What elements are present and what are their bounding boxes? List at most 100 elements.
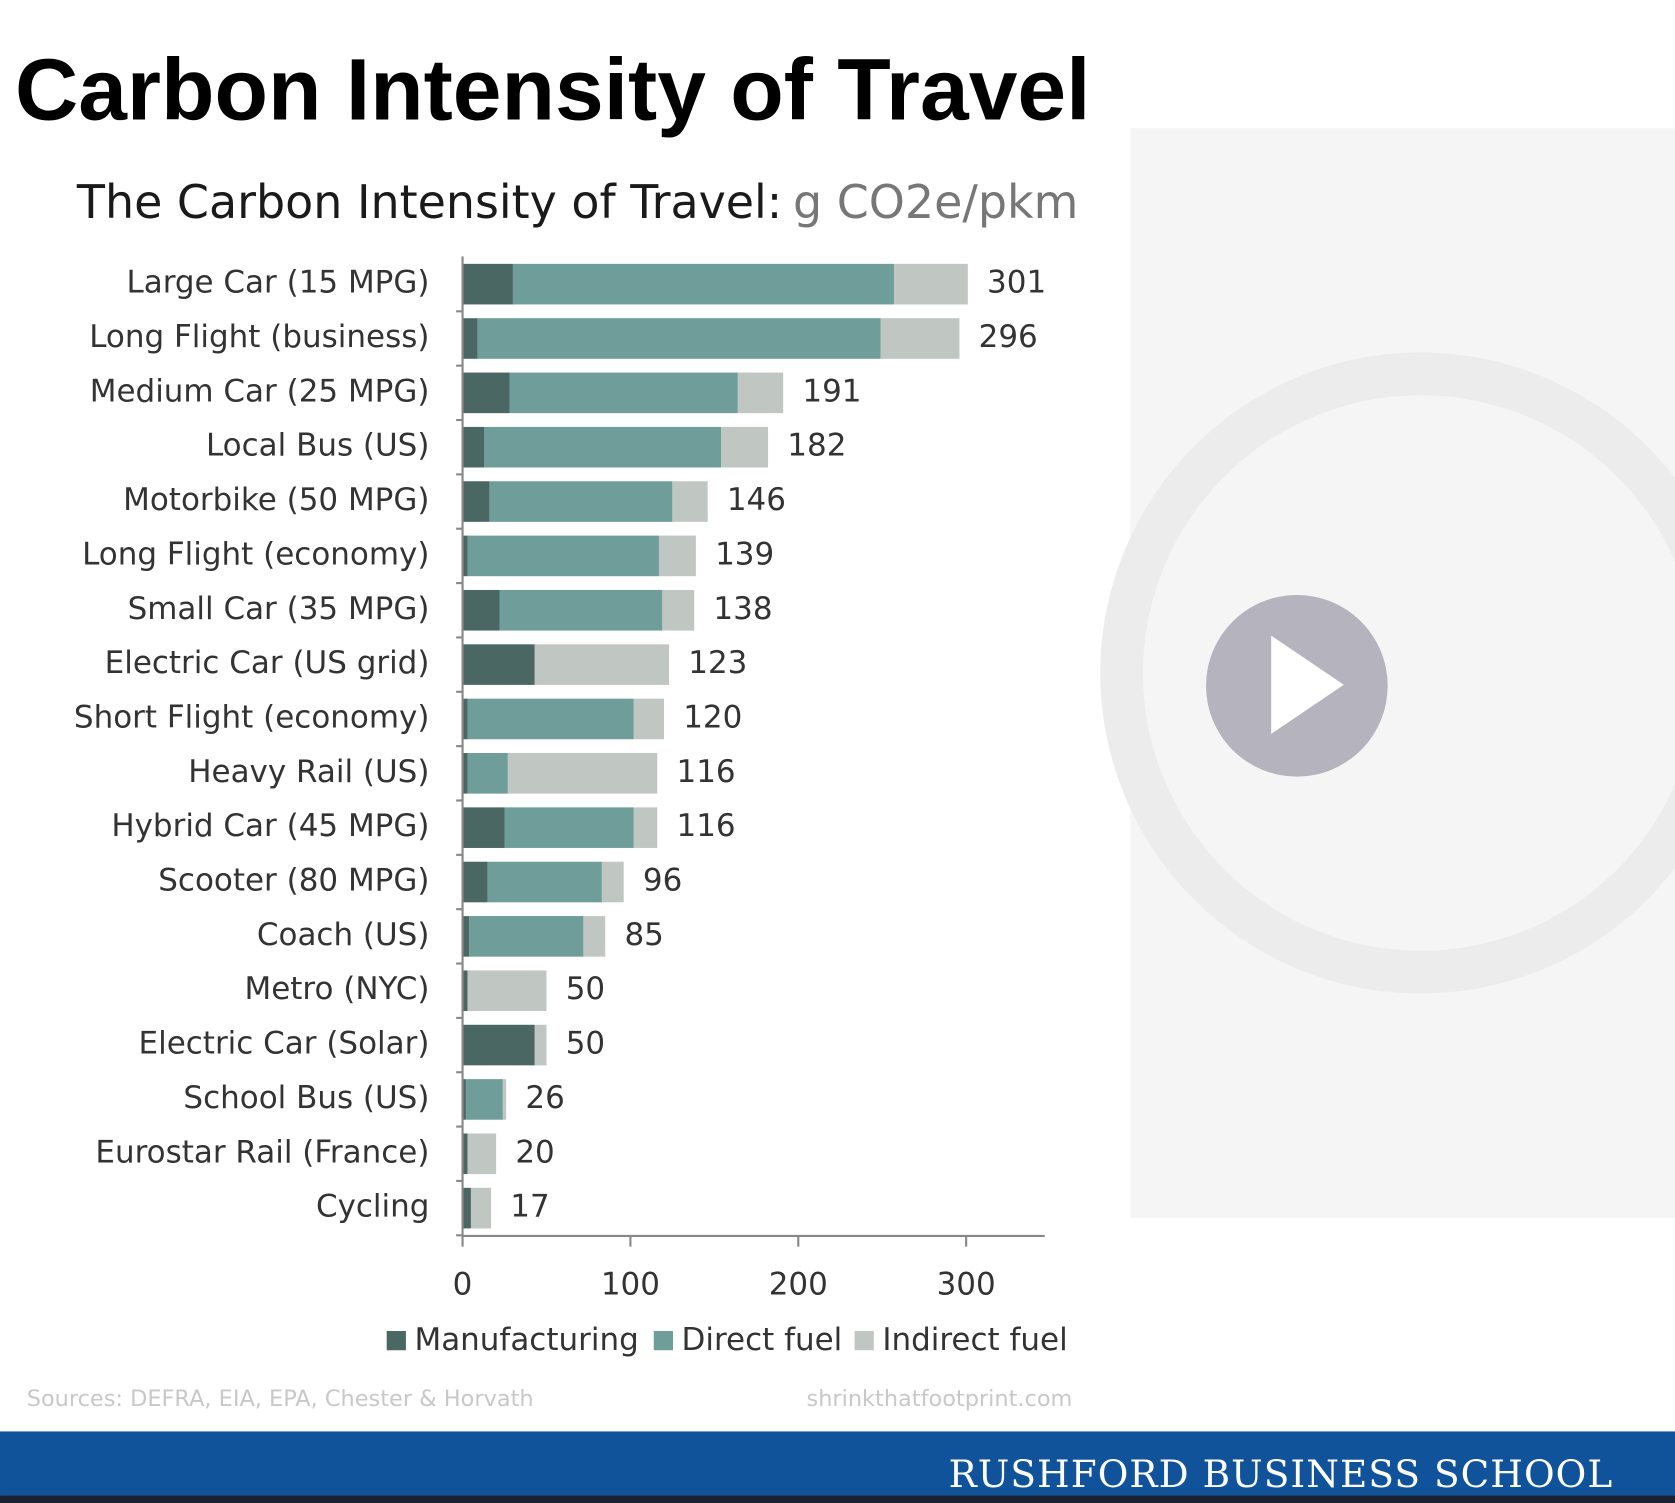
category-label: Local Bus (US) <box>206 428 429 464</box>
category-label: School Bus (US) <box>183 1080 429 1116</box>
watermark-seal <box>1100 352 1675 994</box>
bar-segment <box>469 916 584 957</box>
bar-segment <box>462 861 488 903</box>
legend-label: Indirect fuel <box>882 1322 1067 1358</box>
bar-segment <box>534 1024 547 1066</box>
bar-segment <box>721 426 769 468</box>
bar-segment <box>489 481 673 522</box>
bar-segment <box>462 481 490 522</box>
bar-segment <box>462 916 470 957</box>
total-label: 139 <box>715 536 774 572</box>
x-tick-label: 0 <box>453 1267 473 1303</box>
total-label: 50 <box>566 971 605 1007</box>
category-label: Electric Car (US grid) <box>105 645 430 681</box>
bar-segment <box>662 589 695 631</box>
bar-segment <box>470 1187 492 1229</box>
category-label: Hybrid Car (45 MPG) <box>111 808 429 844</box>
bar-segment <box>462 372 510 414</box>
bar-segment <box>467 1133 497 1175</box>
chart: Large Car (15 MPG) 301 Long Flight (busine… <box>74 256 1068 1358</box>
category-label: Short Flight (economy) <box>74 699 430 735</box>
legend-swatch <box>386 1331 406 1351</box>
bar-segment <box>658 535 696 577</box>
total-label: 116 <box>677 808 736 844</box>
total-label: 146 <box>727 482 786 518</box>
slide-title: Carbon Intensity of Travel <box>15 41 1090 139</box>
category-label: Eurostar Rail (France) <box>95 1134 429 1170</box>
total-label: 26 <box>525 1080 564 1116</box>
bar-segment <box>512 263 894 305</box>
bar-segment <box>462 807 505 848</box>
bar-segment <box>462 698 468 740</box>
bar-segment <box>509 372 738 414</box>
category-label: Metro (NYC) <box>244 971 429 1007</box>
bar-segment <box>633 807 658 848</box>
total-label: 123 <box>688 645 747 681</box>
bar-segment <box>601 861 624 903</box>
bar-segment <box>737 372 784 414</box>
bar-segment <box>462 1187 471 1229</box>
category-label: Heavy Rail (US) <box>188 754 429 790</box>
bar-segment <box>462 970 468 1012</box>
legend-label: Manufacturing <box>414 1322 638 1358</box>
bar-segment <box>467 535 659 577</box>
category-label: Small Car (35 MPG) <box>128 591 430 627</box>
total-label: 50 <box>566 1026 605 1062</box>
chart-title-text: The Carbon Intensity of Travel: <box>76 175 782 229</box>
footer-edge <box>0 1495 1675 1503</box>
total-label: 116 <box>677 754 736 790</box>
bar-segment <box>504 807 634 848</box>
bar-segment <box>462 318 478 359</box>
bar-segment <box>534 644 670 685</box>
bar-segment <box>633 698 664 740</box>
bar-segment <box>462 1024 535 1066</box>
bar-segment <box>462 1079 466 1120</box>
category-label: Motorbike (50 MPG) <box>123 482 429 518</box>
total-label: 96 <box>643 863 682 899</box>
play-icon[interactable] <box>1271 635 1344 734</box>
chart-unit: g CO2e/pkm <box>793 175 1078 229</box>
total-label: 296 <box>979 319 1038 355</box>
legend-swatch <box>854 1331 874 1351</box>
category-label: Scooter (80 MPG) <box>158 863 429 899</box>
total-label: 17 <box>510 1189 549 1225</box>
bar-segment <box>880 318 960 359</box>
x-tick-label: 300 <box>937 1267 996 1303</box>
category-label: Long Flight (economy) <box>82 536 429 572</box>
category-label: Large Car (15 MPG) <box>126 265 429 301</box>
bar-segment <box>462 644 535 685</box>
bar-segment <box>487 861 602 903</box>
bar-segment <box>465 1079 503 1120</box>
category-label: Cycling <box>316 1189 429 1225</box>
bar-segment <box>462 1133 468 1175</box>
x-tick-label: 200 <box>769 1267 828 1303</box>
total-label: 85 <box>624 917 663 953</box>
bar-segment <box>583 916 606 957</box>
bar-segment <box>467 970 547 1012</box>
total-label: 301 <box>987 265 1046 301</box>
credit: shrinkthatfootprint.com <box>807 1386 1073 1412</box>
total-label: 20 <box>515 1134 554 1170</box>
legend-swatch <box>653 1331 673 1351</box>
total-label: 138 <box>713 591 772 627</box>
bar-segment <box>502 1079 507 1120</box>
bar-segment <box>467 698 634 740</box>
bar-segment <box>477 318 881 359</box>
bar-segment <box>462 753 468 794</box>
category-label: Long Flight (business) <box>89 319 429 355</box>
bar-segment <box>484 426 722 468</box>
footer-text: RUSHFORD BUSINESS SCHOOL <box>949 1452 1614 1496</box>
bar-segment <box>462 535 468 577</box>
chart-title: The Carbon Intensity of Travel: g CO2e/pk… <box>76 175 1078 229</box>
total-label: 191 <box>802 373 861 409</box>
category-label: Electric Car (Solar) <box>139 1026 430 1062</box>
bar-segment <box>893 263 968 305</box>
bar-segment <box>467 753 508 794</box>
bar-segment <box>507 753 658 794</box>
total-label: 182 <box>787 428 846 464</box>
total-label: 120 <box>683 699 742 735</box>
footer-band <box>0 1431 1675 1496</box>
bar-segment <box>462 263 513 305</box>
